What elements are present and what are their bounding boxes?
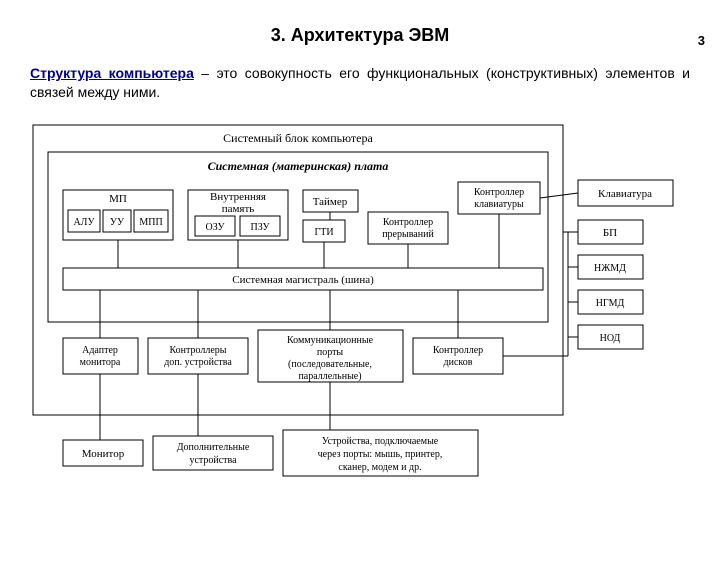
alu-label: АЛУ (73, 217, 95, 228)
architecture-diagram: Системный блок компьютера Системная (мат… (28, 120, 693, 490)
disk-ctrl-l1: Контроллер (432, 345, 482, 356)
definition-term: Структура компьютера (30, 65, 194, 81)
extra-ctrl-l1: Контроллеры (169, 345, 226, 356)
keyboard-label: Клавиатура (598, 188, 652, 200)
monitor-label: Монитор (81, 448, 124, 460)
hdd-label: НЖМД (594, 263, 626, 274)
monitor-adapter-l2: монитора (79, 357, 120, 368)
monitor-adapter-box (63, 338, 138, 374)
timer-label: Таймер (312, 196, 347, 208)
conn-kbdctrl-keyboard (540, 193, 578, 198)
nod-label: НОД (599, 333, 620, 344)
memory-label-1: Внутренняя (210, 191, 266, 203)
definition-paragraph: Структура компьютера – это совокупность … (30, 64, 690, 102)
extra-ctrl-box (148, 338, 248, 374)
system-unit-label: Системный блок компьютера (223, 131, 373, 145)
kbd-ctrl-label-2: клавиатуры (474, 199, 524, 210)
extra-dev-l1: Дополнительные (176, 442, 249, 453)
mpp-label: МПП (139, 217, 162, 228)
kbd-ctrl-label-1: Контроллер (473, 187, 523, 198)
bus-label: Системная магистраль (шина) (232, 274, 374, 286)
motherboard-box (48, 152, 548, 322)
pzu-label: ПЗУ (250, 222, 270, 233)
interrupt-ctrl-label-1: Контроллер (382, 217, 432, 228)
page-number: 3 (698, 33, 705, 48)
memory-label-2: память (221, 203, 254, 215)
bp-label: БП (602, 227, 616, 239)
port-dev-l1: Устройства, подключаемые (321, 436, 438, 447)
comm-ports-l2: порты (316, 347, 343, 358)
port-dev-l2: через порты: мышь, принтер, (317, 449, 442, 460)
disk-ctrl-box (413, 338, 503, 374)
disk-ctrl-l2: дисков (443, 357, 472, 368)
port-dev-l3: сканер, модем и др. (338, 462, 421, 473)
uu-label: УУ (109, 217, 124, 228)
extra-dev-l2: устройства (189, 455, 237, 466)
comm-ports-l3: (последовательные, (288, 359, 372, 370)
gti-label: ГТИ (314, 227, 333, 238)
fdd-label: НГМД (595, 298, 624, 309)
interrupt-ctrl-label-2: прерываний (382, 229, 434, 240)
page-title: 3. Архитектура ЭВМ (0, 25, 720, 46)
comm-ports-l4: параллельные) (298, 371, 361, 382)
mp-label: МП (109, 193, 127, 205)
comm-ports-l1: Коммуникационные (286, 335, 373, 346)
monitor-adapter-l1: Адаптер (82, 345, 118, 356)
ozu-label: ОЗУ (205, 222, 225, 233)
extra-ctrl-l2: доп. устройства (164, 357, 232, 368)
motherboard-label: Системная (материнская) плата (207, 159, 388, 173)
